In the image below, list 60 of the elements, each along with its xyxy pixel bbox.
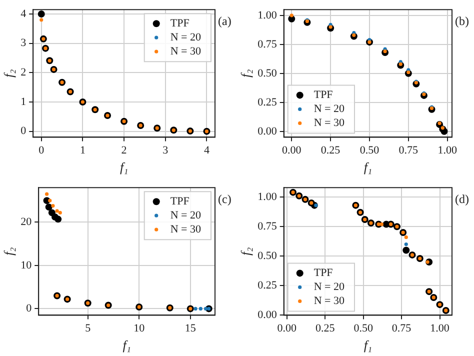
y-tick-label: 0.75: [258, 220, 278, 232]
legend-label: N = 20: [314, 103, 345, 116]
y-tick-label: 2: [20, 66, 26, 79]
y-tick-label: 10: [20, 259, 32, 272]
legend-label: N = 20: [314, 281, 345, 294]
y-tick-label: 4: [20, 8, 27, 20]
x-tick-label: 3: [162, 144, 169, 157]
y-tick-label: 0.75: [258, 38, 278, 50]
x-tick-label: 0.00: [282, 144, 302, 157]
legend-label: N = 30: [170, 45, 202, 58]
y-tick-label: 1: [20, 96, 26, 108]
y-tick-label: 0.50: [258, 67, 278, 80]
y-tick-label: 0.00: [258, 309, 278, 322]
x-axis-title: f₁: [122, 338, 131, 353]
x-tick-label: 0.75: [398, 144, 419, 157]
text: (a): [218, 14, 232, 28]
legend-label: TPF: [170, 195, 190, 208]
x-axis-title: f₁: [364, 338, 372, 353]
x-tick-label: 1: [80, 144, 86, 157]
y-tick-label: 0.25: [258, 280, 278, 292]
y-axis-title: f₂: [238, 68, 254, 78]
x-tick-label: 15: [184, 322, 196, 335]
y-tick-label: 0.00: [258, 125, 278, 138]
x-tick-label: 1.00: [438, 144, 458, 157]
y-axis-title: f₂: [238, 246, 254, 256]
y-tick-label: 3: [20, 37, 27, 50]
y-tick-label: 0.25: [258, 96, 278, 108]
y-tick-label: 0: [26, 302, 32, 315]
x-tick-label: 10: [134, 322, 146, 335]
y-tick-label: 0.50: [258, 250, 278, 262]
legend-label: TPF: [314, 89, 333, 102]
x-axis-title: f₁: [120, 160, 128, 175]
legend-label: TPF: [314, 267, 333, 280]
legend-label: N = 30: [170, 223, 202, 236]
text: (d): [455, 192, 469, 206]
legend-label: N = 30: [314, 295, 345, 308]
x-tick-label: 4: [204, 144, 210, 157]
legend-label: TPF: [170, 17, 190, 30]
y-tick-label: 1.00: [258, 190, 278, 203]
x-tick-label: 0.25: [316, 322, 336, 335]
y-axis-title: f₂: [1, 68, 16, 78]
legend-label: N = 20: [170, 31, 202, 44]
x-tick-label: 5: [85, 322, 92, 335]
x-tick-label: 0.75: [392, 322, 412, 335]
y-tick-label: 20: [20, 216, 32, 228]
x-tick-label: 0.50: [354, 322, 374, 335]
legend-label: N = 30: [314, 117, 345, 130]
x-tick-label: 0.00: [277, 322, 298, 335]
x-tick-label: 2: [121, 144, 127, 157]
x-tick-label: 1.00: [430, 322, 450, 335]
x-axis-title: f₁: [364, 160, 372, 175]
x-tick-label: 0: [38, 144, 45, 157]
legend-label: N = 20: [170, 209, 202, 222]
text: (b): [455, 14, 469, 28]
y-axis-title: f₂: [1, 246, 16, 256]
text: (c): [218, 192, 232, 206]
x-tick-label: 0.25: [320, 144, 341, 157]
y-tick-label: 0: [20, 125, 27, 138]
y-tick-label: 1.00: [258, 9, 278, 22]
x-tick-label: 0.50: [360, 144, 380, 157]
